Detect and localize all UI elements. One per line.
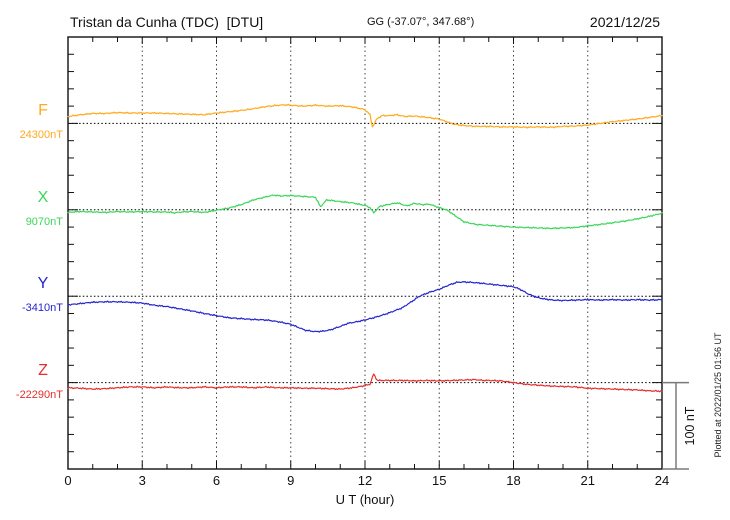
x-tick-label-18: 18 [506,473,521,488]
plot-date: 2021/12/25 [589,14,660,30]
trace-Z [67,373,663,393]
channel-baseline-Z: -22290nT [15,388,63,401]
plotted-at-note: Plotted at 2022/01/25 01:56 UT [713,332,723,458]
channel-letter-X: X [37,188,49,206]
gg-coordinates: GG (-37.07°, 347.68°) [367,16,475,28]
x-tick-label-21: 21 [580,473,595,488]
channel-baseline-F: 24300nT [19,129,63,142]
channel-letter-F: F [38,102,48,120]
x-tick-label-9: 9 [287,473,295,488]
channel-letter-Z: Z [38,361,48,379]
channel-letter-Y: Y [37,275,49,293]
channel-baseline-X: 9070nT [25,215,63,228]
x-tick-label-15: 15 [432,473,447,488]
trace-X [67,194,663,230]
x-tick-label-12: 12 [357,473,373,488]
x-tick-label-3: 3 [138,473,146,488]
x-tick-label-0: 0 [64,473,72,488]
station-title: Tristan da Cunha (TDC) [DTU] [70,14,264,30]
x-tick-label-6: 6 [212,473,221,488]
trace-Y [67,281,663,333]
x-tick-label-24: 24 [654,473,670,488]
trace-F [67,103,663,129]
plot-frame [67,36,663,470]
x-axis-label: U T (hour) [335,492,395,507]
channel-baseline-Y: -3410nT [22,302,63,315]
scale-bar-label: 100 nT [683,406,697,446]
